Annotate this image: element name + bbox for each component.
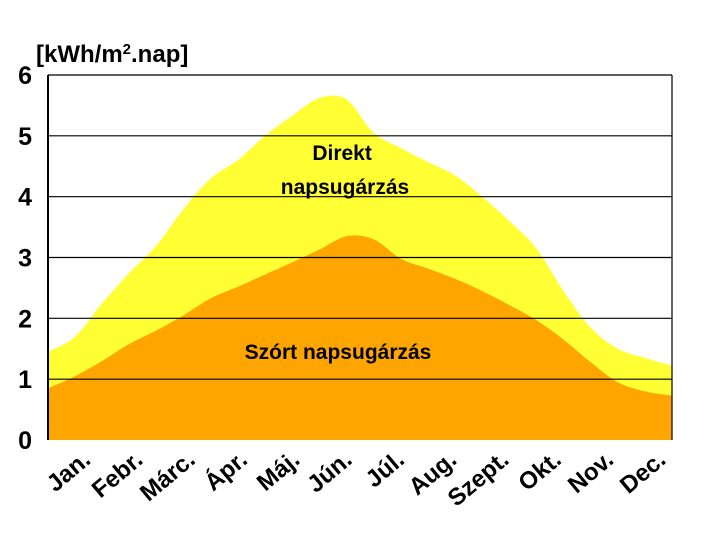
x-tick-label: Jún.: [302, 446, 357, 498]
y-tick-labels: 0 1 2 3 4 5 6: [18, 62, 32, 455]
x-tick-label: Febr.: [87, 446, 148, 504]
y-tick-label: 6: [18, 62, 32, 90]
x-tick-label: Márc.: [135, 446, 200, 507]
x-tick-labels: Jan.Febr.Márc. Ápr. Máj.Jún. Júl.Aug.Szept.…: [42, 445, 671, 512]
series-label-diffuse: Szórt napsugárzás: [245, 341, 432, 364]
y-tick-label: 1: [18, 366, 32, 394]
y-axis-unit-tail: .nap]: [131, 41, 188, 68]
series-area-diffuse: [48, 235, 672, 440]
y-tick-label: 2: [18, 305, 32, 333]
x-tick-label: Júl.: [361, 446, 410, 493]
y-axis-unit-label: [kWh/m2.nap]: [36, 41, 188, 69]
series-label-direct-line2: napsugárzás: [281, 176, 409, 199]
x-tick-label: Ápr.: [199, 445, 253, 496]
x-tick-label: Nov.: [563, 446, 619, 499]
y-tick-label: 5: [18, 123, 32, 151]
x-tick-label: Máj.: [252, 446, 305, 497]
plot-areas: [48, 95, 672, 440]
series-label-direct-line1: Direkt: [312, 142, 372, 165]
y-axis-unit-main: [kWh/m: [36, 41, 123, 68]
series-label-direct: Direkt napsugárzás: [281, 142, 409, 199]
x-tick-label: Okt.: [513, 446, 566, 497]
y-axis-unit-superscript: 2: [123, 41, 131, 58]
x-tick-label: Jan.: [42, 446, 96, 498]
x-tick-label: Dec.: [615, 446, 671, 499]
series-label-diffuse-line1: Szórt napsugárzás: [245, 341, 432, 364]
y-tick-label: 3: [18, 245, 32, 273]
y-tick-label: 4: [18, 184, 32, 212]
plot-frame: [47, 74, 673, 440]
y-tick-label: 0: [18, 427, 32, 455]
x-tick-label: Szept.: [443, 446, 515, 512]
